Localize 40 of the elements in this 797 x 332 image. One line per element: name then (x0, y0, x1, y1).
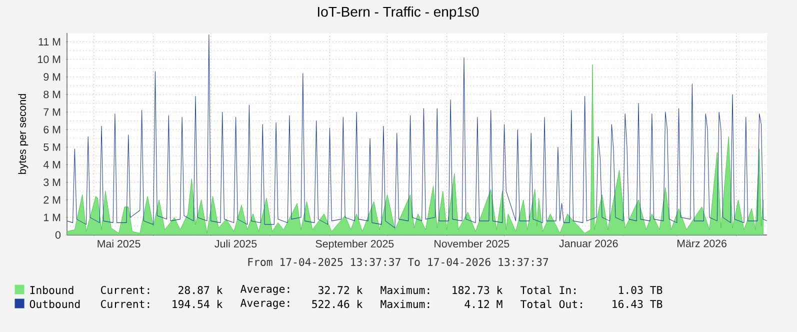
text: Total In: (520, 286, 576, 294)
x-tick-label: Juli 2025 (214, 240, 257, 248)
x-tick-label: September 2025 (316, 240, 394, 250)
x-tick-label: Januar 2026 (559, 240, 618, 248)
text: Average: (240, 284, 290, 296)
text: 32.72 k (318, 286, 363, 294)
text: 194.54 k (172, 300, 223, 308)
text: From 17-04-2025 13:37:37 To 17-04-2026 13:37:37 (248, 258, 548, 266)
y-axis-title: bytes per second (18, 94, 28, 174)
text: 182.73 k (452, 286, 503, 294)
text: 28.87 k (178, 286, 223, 294)
y-tick-label: 0 (55, 231, 61, 239)
chart-title: IoT-Bern - Traffic - enp1s0 (318, 6, 479, 20)
y-tick-label: 1 M (44, 214, 60, 222)
y-tick-label: 10 M (38, 56, 60, 64)
y-tick-label: 4 M (43, 161, 60, 168)
y-tick-label: 2 M (44, 196, 60, 204)
y-tick-label: 6 M (44, 126, 60, 134)
y-tick-label: 8 M (44, 90, 60, 98)
text: 16.43 TB (612, 300, 662, 308)
text: 4.12 M (464, 300, 502, 308)
text: Average: (240, 298, 290, 310)
x-tick-label: März 2026 (677, 240, 726, 248)
text: Current: (101, 286, 150, 294)
text: 522.46 k (312, 300, 363, 308)
y-tick-label: 7 M (44, 108, 60, 116)
legend-label: Inbound (30, 286, 74, 294)
text: Total Out: (520, 300, 582, 308)
y-tick-label: 5 M (44, 143, 60, 151)
text: Current: (101, 300, 150, 308)
y-tick-label: 3 M (44, 178, 60, 186)
text: 1.03 TB (619, 286, 662, 294)
legend-label: Outbound (30, 300, 80, 308)
line-series (67, 34, 767, 228)
text: Maximum: (380, 300, 430, 308)
x-tick-label: Mai 2025 (98, 240, 140, 248)
y-tick-label: 9 M (44, 73, 60, 81)
x-tick-label: November 2025 (434, 240, 510, 248)
y-tick-label: 11 M (38, 38, 60, 46)
text: Maximum: (380, 286, 430, 294)
